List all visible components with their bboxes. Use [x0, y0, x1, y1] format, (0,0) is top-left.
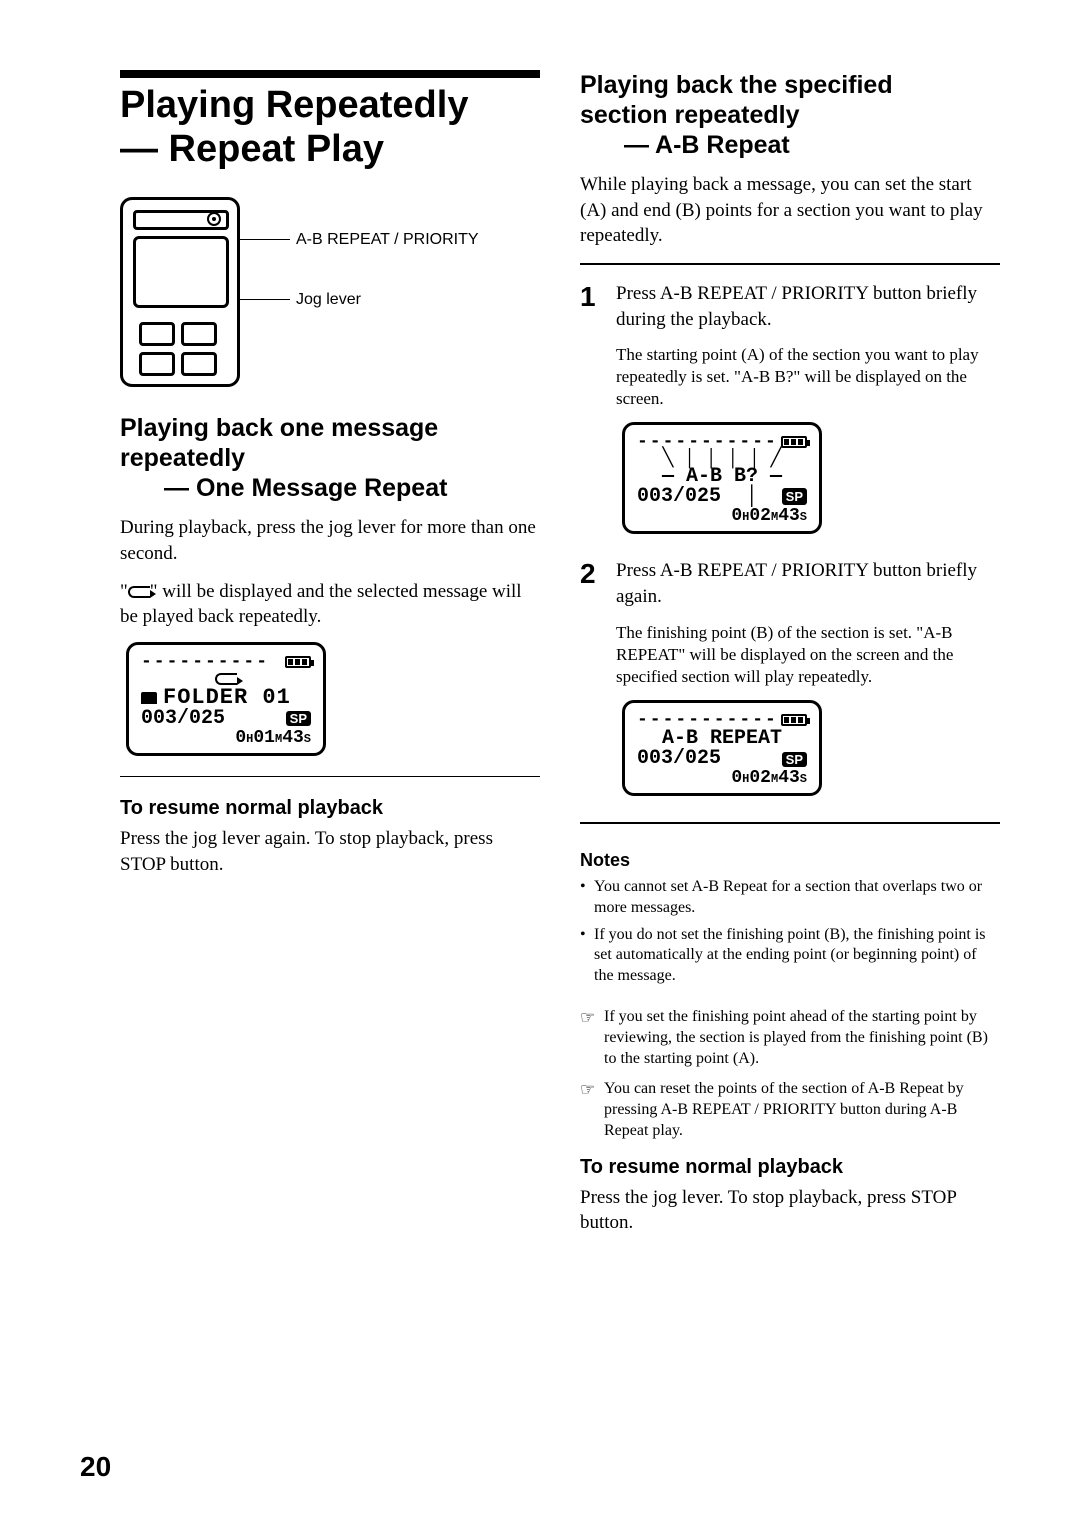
steps-bottom-rule — [580, 822, 1000, 824]
ab-intro: While playing back a message, you can se… — [580, 172, 1000, 249]
lcd-display-1: ---------- FOLDER 01 003/025 SP 0H01M43S — [126, 642, 326, 756]
battery-icon — [781, 436, 807, 448]
step1-body: The starting point (A) of the section yo… — [616, 344, 1000, 410]
section-heading-ab-repeat: Playing back the specified section repea… — [580, 70, 1000, 160]
one-repeat-para2: "" will be displayed and the selected me… — [120, 579, 540, 630]
sp-badge: SP — [286, 711, 311, 726]
sp-badge: SP — [782, 752, 807, 767]
tips-list: If you set the finishing point ahead of … — [580, 1007, 1000, 1142]
notes-heading: Notes — [580, 850, 1000, 871]
title-rule — [120, 70, 540, 78]
device-btn — [181, 352, 217, 376]
diagram-label-1: A-B REPEAT / PRIORITY — [296, 231, 479, 249]
note-item: If you do not set the finishing point (B… — [580, 925, 1000, 987]
resume-heading-right: To resume normal playback — [580, 1156, 1000, 1179]
resume-heading-left: To resume normal playback — [120, 797, 540, 820]
device-btn — [139, 322, 175, 346]
lcd-folder-line: FOLDER 01 — [141, 687, 311, 709]
one-repeat-para1: During playback, press the jog lever for… — [120, 515, 540, 566]
lcd-display-2: ----------- ╲ │ │ │ │ ╱ — A-B B? — 003/0… — [622, 422, 822, 534]
step-1: 1 Press A-B REPEAT / PRIORITY button bri… — [580, 281, 1000, 543]
tip-item: You can reset the points of the section … — [580, 1079, 1000, 1141]
step2-lead: Press A-B REPEAT / PRIORITY button brief… — [616, 558, 1000, 609]
sp-badge: SP — [782, 488, 807, 505]
lcd-time: 0H02M43S — [637, 769, 807, 787]
page-number: 20 — [80, 1451, 111, 1483]
thin-rule — [120, 776, 540, 777]
resume-body-right: Press the jog lever. To stop playback, p… — [580, 1185, 1000, 1236]
repeat-icon — [128, 586, 150, 598]
step-2: 2 Press A-B REPEAT / PRIORITY button bri… — [580, 558, 1000, 804]
title-line1: Playing Repeatedly — [120, 84, 468, 126]
folder-icon — [141, 692, 157, 704]
device-btn — [139, 352, 175, 376]
device-outline — [120, 197, 240, 387]
device-btn — [181, 322, 217, 346]
section-heading-one-repeat: Playing back one message repeatedly — On… — [120, 413, 540, 503]
battery-icon — [781, 714, 807, 726]
step1-lead: Press A-B REPEAT / PRIORITY button brief… — [616, 281, 1000, 332]
steps-top-rule — [580, 263, 1000, 265]
diagram-label-2: Jog lever — [296, 291, 361, 309]
title-line2: — Repeat Play — [120, 128, 384, 170]
lcd-time: 0H01M43S — [141, 729, 311, 747]
step-number: 1 — [580, 281, 602, 543]
resume-body-left: Press the jog lever again. To stop playb… — [120, 826, 540, 877]
leader-line-2 — [240, 299, 290, 300]
device-buttons — [139, 322, 223, 378]
main-title: Playing Repeatedly — Repeat Play — [120, 84, 540, 171]
step-number: 2 — [580, 558, 602, 804]
device-screen — [133, 236, 229, 308]
lcd-count: 003/025 — [637, 749, 721, 769]
lcd-time: 0H02M43S — [637, 507, 807, 525]
note-item: You cannot set A-B Repeat for a section … — [580, 877, 1000, 919]
lcd-dashes: ---------- — [141, 653, 269, 671]
notes-list: You cannot set A-B Repeat for a section … — [580, 877, 1000, 987]
right-column: Playing back the specified section repea… — [580, 70, 1000, 1248]
step2-body: The finishing point (B) of the section i… — [616, 622, 1000, 688]
lcd-ab-repeat-text: A-B REPEAT — [637, 729, 807, 749]
lcd-display-3: ----------- A-B REPEAT 003/025 SP 0H02M4… — [622, 700, 822, 796]
battery-icon — [285, 656, 311, 668]
leader-line-1 — [240, 239, 290, 240]
device-diagram: A-B REPEAT / PRIORITY Jog lever — [120, 189, 540, 399]
left-column: Playing Repeatedly — Repeat Play A-B REP… — [120, 70, 540, 1248]
repeat-icon — [215, 673, 237, 685]
lcd-count: 003/025 — [141, 709, 225, 729]
tip-item: If you set the finishing point ahead of … — [580, 1007, 1000, 1069]
lcd-count: 003/025 — [637, 487, 721, 507]
